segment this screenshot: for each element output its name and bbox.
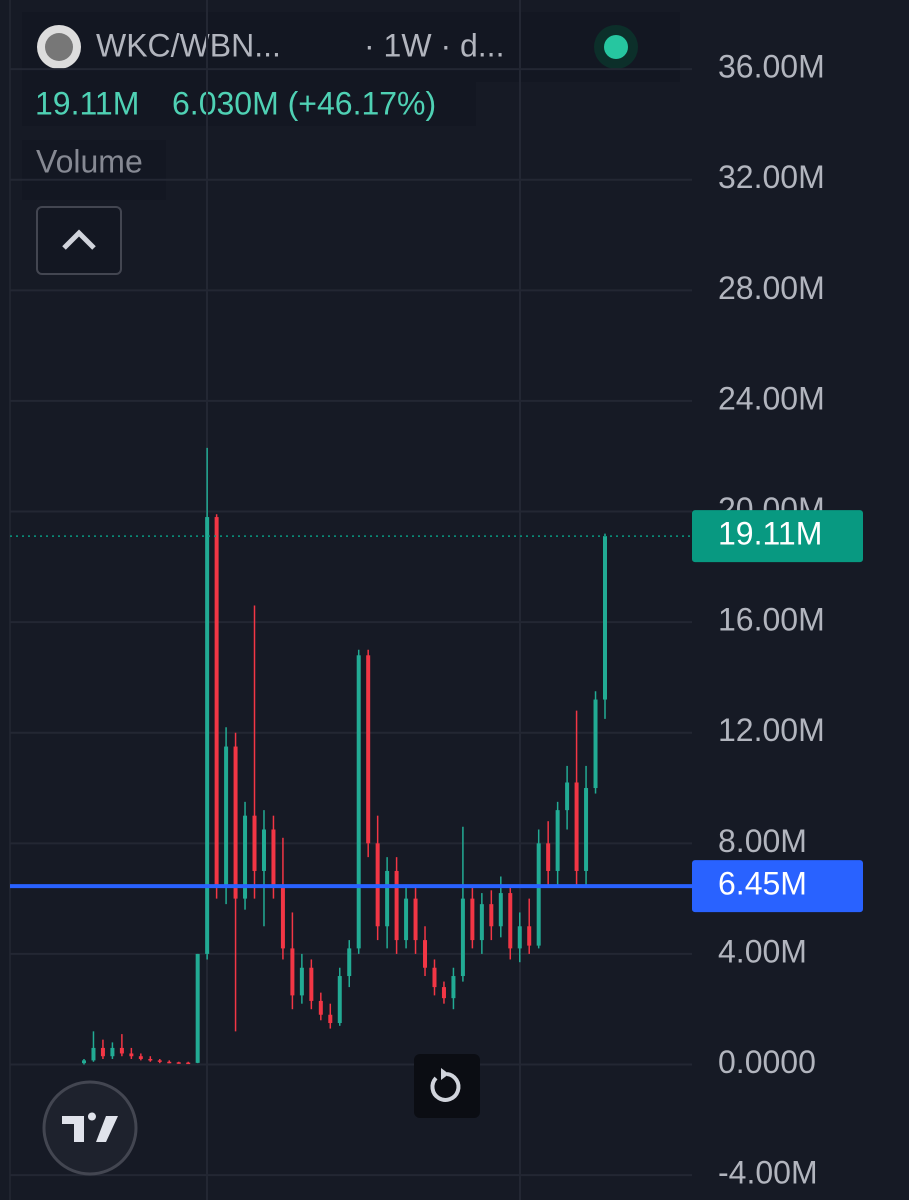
candle-body [593,699,598,789]
candle-body [205,517,210,954]
candle-body [347,948,352,977]
chevron-icon [62,229,96,250]
candle-body [82,1060,86,1064]
price-label-bg [692,860,863,913]
candle-body [517,926,522,949]
legend-value: 19.11M [35,85,139,121]
candle-body [271,829,276,885]
reset-icon [441,1068,449,1080]
y-tick-label: 4.00M [718,933,807,969]
price-label: 6.45M [718,866,807,902]
candle-body [167,1061,172,1064]
collapse-button[interactable] [36,206,122,275]
symbol[interactable]: WKC/WBN... [96,27,281,63]
candle-body [404,898,409,941]
y-tick-label: 24.00M [718,380,825,416]
candle-body [565,782,570,811]
candle-body [584,788,589,871]
reset-button[interactable] [414,1054,480,1118]
candle-body [328,1014,333,1024]
candle-body [290,948,295,996]
legend-bg [22,140,166,200]
candle-body [432,967,437,988]
candle-body [280,884,285,949]
candle-body [574,782,579,871]
candle-body [243,815,248,899]
candle-body [603,536,607,700]
candle-body [479,904,484,941]
candle-body [536,843,541,946]
candle-body [470,898,475,941]
y-tick-label: 28.00M [718,270,825,306]
candle-body [385,870,390,927]
candle-body [148,1058,153,1061]
y-tick-label: 16.00M [718,602,825,638]
indicator-name[interactable]: Volume [36,143,143,179]
candle-body [129,1053,134,1057]
y-tick-label: 32.00M [718,159,825,195]
candle-body [195,953,200,1063]
candle-body [214,517,219,885]
candle-body [460,898,465,977]
tv-logo [62,1112,118,1142]
candle-body [186,1062,191,1065]
candle-body [224,746,229,885]
candle-body [110,1047,115,1057]
legend-bg [22,12,680,82]
candle-body [366,655,371,844]
candle-body [356,655,361,949]
candle-body [527,926,532,946]
candle-body [91,1047,96,1061]
y-tick-label: 12.00M [718,712,825,748]
candle-body [441,987,446,999]
candle-body [555,810,560,871]
legend-bg [22,82,476,126]
status-dot [604,35,628,59]
candle-body [138,1056,143,1059]
tv-logo-button[interactable] [42,1080,138,1176]
price-label: 19.11M [718,516,822,552]
candle-body [451,976,456,999]
candle-body [318,1000,323,1015]
candle-body [176,1062,181,1064]
candle-body [157,1060,162,1062]
candle-body [498,893,503,927]
candle-body [489,904,494,927]
candle-body [299,967,304,996]
candle-body [252,815,257,871]
candle-body [413,898,418,941]
y-tick-label: 36.00M [718,49,825,85]
candle-body [309,967,314,1001]
candle-body [546,843,551,871]
candle-body [508,893,513,949]
candle-body [337,976,342,1024]
candle-body [100,1047,105,1057]
candle-body [233,746,238,899]
candle-body [423,940,428,968]
candle-body [119,1047,124,1054]
reset-icon [430,1072,461,1102]
symbol-logo [45,33,73,61]
candle-body [261,829,266,871]
y-tick-label: 0.0000 [718,1044,816,1080]
legend-change: 6.030M (+46.17%) [172,85,436,121]
y-tick-label: 8.00M [718,823,807,859]
price-label-bg [692,510,863,563]
y-tick-label: -4.00M [718,1155,818,1191]
interval[interactable]: · 1W · d... [364,27,504,63]
candle-body [394,870,399,941]
